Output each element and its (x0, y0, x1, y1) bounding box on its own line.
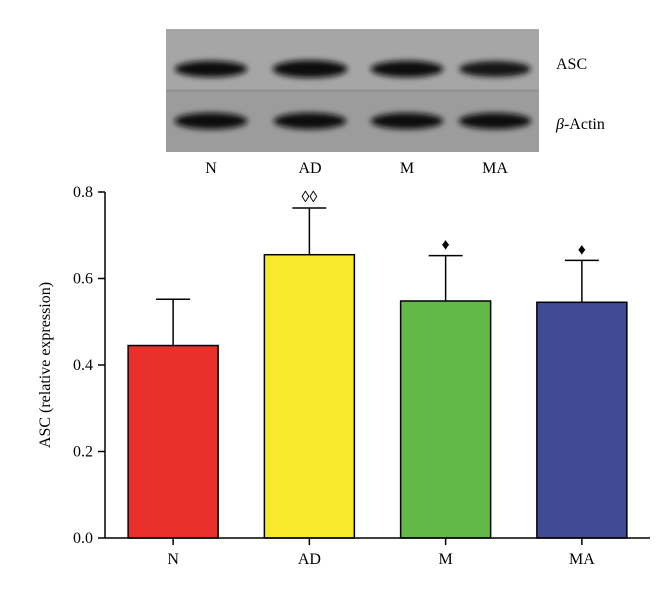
bar (263, 253, 356, 539)
x-tick-label: N (167, 551, 179, 568)
bar (127, 344, 219, 539)
blot-lane-label: AD (298, 160, 321, 177)
blot-band (370, 60, 444, 78)
bar-chart: 0.0 0.2 0.4 0.6 0.8 ◊◊ ♦ ♦ N AD M MA ASC (relativ… (37, 184, 650, 568)
x-tick-label: AD (298, 551, 321, 568)
blot-band (370, 112, 444, 130)
blot-label-actin-prefix: β (555, 116, 564, 133)
western-blot: ASC β-Actin N AD M MA (166, 29, 605, 177)
blot-band (174, 112, 248, 130)
blot-band (174, 60, 248, 78)
y-tick-label: 0.4 (73, 357, 93, 374)
x-tick-label: M (439, 551, 453, 568)
blot-band (459, 61, 531, 77)
significance-marker: ♦ (578, 241, 586, 258)
x-tick-label: MA (569, 551, 595, 568)
blot-label-actin: β-Actin (555, 116, 605, 133)
y-tick-label: 0.2 (73, 444, 93, 461)
bar (399, 300, 492, 539)
blot-label-actin-name: -Actin (564, 116, 605, 133)
y-tick-label: 0.0 (73, 530, 93, 547)
blot-label-asc: ASC (556, 56, 587, 73)
y-axis-label: ASC (relative expression) (37, 282, 54, 448)
blot-band (458, 112, 532, 130)
y-tick-label: 0.6 (73, 271, 93, 288)
blot-lane-label: MA (482, 160, 508, 177)
blot-lane-label: M (400, 160, 414, 177)
y-tick-label: 0.8 (73, 184, 93, 201)
significance-marker: ♦ (442, 237, 450, 254)
bar (536, 301, 628, 539)
blot-lane-label: N (205, 160, 217, 177)
blot-band (272, 60, 348, 78)
significance-marker: ◊◊ (301, 189, 317, 206)
blot-band (273, 112, 347, 130)
blot-membrane-shade (166, 29, 539, 89)
